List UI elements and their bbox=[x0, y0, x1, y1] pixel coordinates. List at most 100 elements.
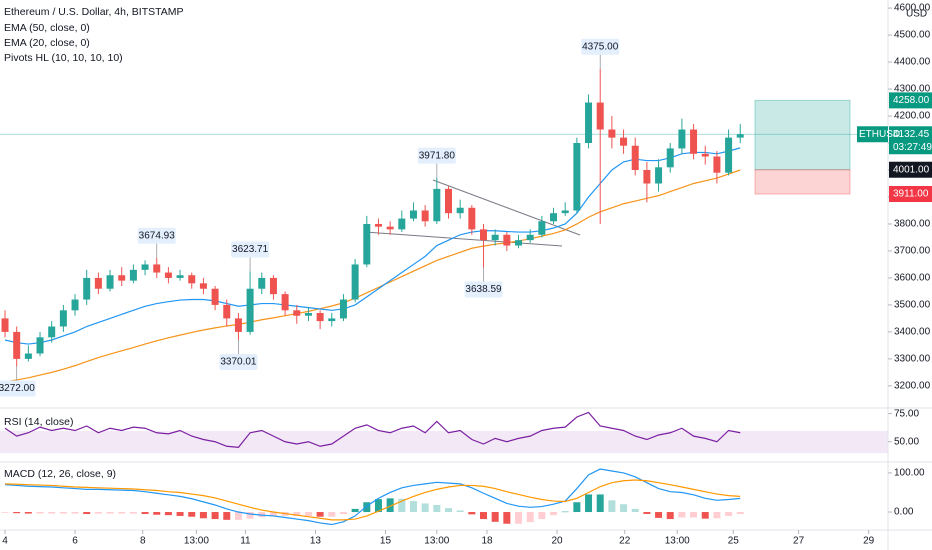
y-tick-label: 75.00 bbox=[894, 408, 919, 419]
macd-histogram-bar bbox=[293, 512, 301, 516]
candle-body bbox=[129, 269, 137, 281]
x-tick-label: 20 bbox=[551, 536, 563, 547]
candle-body bbox=[176, 275, 184, 278]
pivot-label: 3272.00 bbox=[0, 383, 35, 394]
macd-histogram-bar bbox=[153, 512, 161, 515]
macd-histogram-bar bbox=[176, 512, 184, 516]
macd-histogram-bar bbox=[421, 503, 429, 513]
x-tick-label: 8 bbox=[140, 536, 146, 547]
macd-histogram-bar bbox=[608, 500, 616, 513]
macd-histogram-bar bbox=[398, 498, 406, 513]
macd-histogram-bar bbox=[666, 512, 674, 520]
candle-body bbox=[281, 294, 289, 311]
macd-histogram-bar bbox=[433, 504, 441, 513]
profit-zone bbox=[754, 99, 851, 171]
x-tick-label: 4 bbox=[2, 536, 8, 547]
macd-histogram-bar bbox=[59, 512, 67, 514]
candle-body bbox=[736, 134, 744, 138]
x-tick-label: 15 bbox=[380, 536, 392, 547]
macd-histogram-bar bbox=[141, 512, 149, 514]
macd-histogram-bar bbox=[690, 512, 698, 518]
candle-body bbox=[1, 318, 9, 332]
ema-line bbox=[4, 169, 741, 383]
macd-histogram-bar bbox=[129, 512, 137, 514]
last-price-tag: 4132.45 bbox=[893, 129, 930, 140]
macd-histogram-bar bbox=[246, 512, 254, 519]
candle-body bbox=[701, 153, 709, 157]
stop-tag-bg bbox=[889, 186, 932, 203]
candle-body bbox=[561, 210, 569, 214]
y-tick-label: 4500.00 bbox=[894, 30, 931, 41]
x-tick-label: 29 bbox=[863, 536, 875, 547]
pivot-box bbox=[219, 353, 258, 370]
candle-body bbox=[141, 264, 149, 270]
candle-body bbox=[258, 277, 266, 289]
macd-histogram-bar bbox=[118, 512, 126, 514]
macd-histogram-bar bbox=[538, 512, 546, 520]
candle-body bbox=[153, 264, 161, 273]
candle-body bbox=[468, 207, 476, 230]
macd-histogram-bar bbox=[36, 512, 44, 514]
macd-histogram-bar bbox=[491, 512, 499, 522]
macd-histogram-bar bbox=[83, 512, 91, 514]
macd-histogram-bar bbox=[655, 512, 663, 518]
macd-histogram-bar bbox=[620, 504, 628, 513]
macd-histogram-bar bbox=[736, 512, 744, 514]
candle-body bbox=[94, 277, 102, 289]
macd-histogram-bar bbox=[526, 512, 534, 523]
macd-histogram-bar bbox=[725, 512, 733, 516]
rsi-title: RSI (14, close) bbox=[4, 416, 73, 428]
candle-body bbox=[678, 129, 686, 149]
x-tick-label: 11 bbox=[240, 536, 251, 547]
pivot-box bbox=[581, 38, 620, 55]
y-tick-label: 4400.00 bbox=[894, 57, 931, 68]
macd-histogram-bar bbox=[631, 508, 639, 513]
candle-body bbox=[480, 229, 488, 241]
macd-histogram-bar bbox=[444, 508, 452, 513]
candle-body bbox=[269, 277, 277, 295]
macd-histogram-bar bbox=[94, 512, 102, 514]
macd-histogram-bar bbox=[678, 512, 686, 518]
candle-body bbox=[596, 102, 604, 130]
trendline bbox=[432, 179, 581, 236]
pivot-box bbox=[464, 281, 503, 298]
y-tick-label: 3300.00 bbox=[894, 354, 931, 365]
candle-body bbox=[585, 102, 593, 144]
candle-body bbox=[526, 234, 534, 241]
candle-body bbox=[550, 213, 558, 222]
symbol-tag: ETHUSD bbox=[859, 129, 900, 140]
y-tick-label: 3800.00 bbox=[894, 219, 931, 230]
macd-line bbox=[4, 468, 741, 526]
candle-body bbox=[398, 218, 406, 230]
ema-line bbox=[4, 147, 741, 345]
y-tick-label: 3700.00 bbox=[894, 246, 931, 257]
y-tick-label: 3500.00 bbox=[894, 300, 931, 311]
macd-title: MACD (12, 26, close, 9) bbox=[4, 468, 116, 480]
loss-zone bbox=[754, 169, 851, 195]
macd-histogram-bar bbox=[71, 512, 79, 514]
macd-histogram-bar bbox=[515, 512, 523, 524]
candle-body bbox=[655, 167, 663, 184]
candle-body bbox=[211, 288, 219, 305]
last-price-tag-bg bbox=[889, 126, 932, 155]
pivot-label: 3638.59 bbox=[465, 284, 502, 295]
macd-histogram-bar bbox=[701, 512, 709, 519]
candle-body bbox=[631, 145, 639, 170]
legend-entry: EMA (20, close, 0) bbox=[4, 37, 90, 49]
candle-body bbox=[328, 318, 336, 322]
candle-body bbox=[690, 129, 698, 154]
macd-histogram-bar bbox=[374, 499, 382, 513]
macd-histogram-bar bbox=[234, 512, 242, 520]
candle-body bbox=[620, 137, 628, 146]
macd-histogram-bar bbox=[199, 512, 207, 519]
macd-histogram-bar bbox=[585, 494, 593, 513]
macd-histogram-bar bbox=[480, 512, 488, 520]
candle-body bbox=[304, 313, 312, 316]
target-tag: 4258.00 bbox=[893, 95, 930, 106]
macd-histogram-bar bbox=[573, 502, 581, 513]
macd-histogram-bar bbox=[269, 512, 277, 516]
legend-entry: Pivots HL (10, 10, 10, 10) bbox=[4, 52, 123, 64]
macd-histogram-bar bbox=[713, 512, 721, 519]
macd-histogram-bar bbox=[1, 512, 9, 513]
y-tick-label: 0.00 bbox=[894, 507, 914, 518]
